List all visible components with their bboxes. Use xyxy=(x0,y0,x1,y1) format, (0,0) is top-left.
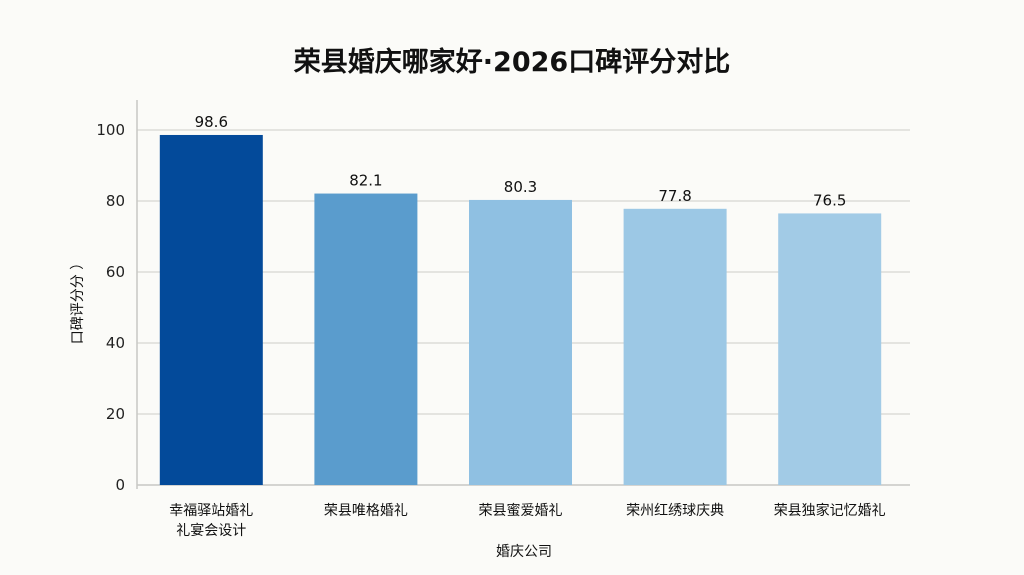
bar xyxy=(778,213,882,486)
y-axis-label: 口碑评分分 ） xyxy=(70,256,86,344)
bar xyxy=(314,193,418,486)
data-label: 77.8 xyxy=(658,187,691,205)
data-label: 80.3 xyxy=(504,178,537,196)
x-category-label: 荣州红绣球庆典 xyxy=(626,503,724,519)
bar xyxy=(469,199,572,485)
y-tick-label: 0 xyxy=(115,476,125,494)
y-tick-label: 100 xyxy=(96,121,125,139)
bars xyxy=(159,134,882,486)
bar xyxy=(623,208,727,485)
y-axis-ticks: 0 20 40 60 80 100 xyxy=(96,121,125,494)
x-category-label: 幸福驿站婚礼 xyxy=(169,503,253,519)
data-labels: 98.6 82.1 80.3 77.8 76.5 xyxy=(195,113,847,209)
chart-title: 荣县婚庆哪家好·2026口碑评分对比 xyxy=(293,47,731,78)
y-tick-label: 60 xyxy=(106,263,125,281)
y-tick-label: 80 xyxy=(106,192,125,210)
x-axis-label: 婚庆公司 xyxy=(496,544,552,560)
x-category-label: 荣县独家记忆婚礼 xyxy=(774,502,886,519)
bar xyxy=(159,134,263,485)
x-category-label: 荣县唯格婚礼 xyxy=(324,503,408,519)
y-tick-label: 40 xyxy=(106,334,125,352)
x-category-label: 荣县蜜爱婚礼 xyxy=(479,503,563,519)
data-label: 98.6 xyxy=(195,113,228,131)
data-label: 82.1 xyxy=(349,172,382,190)
y-tick-label: 20 xyxy=(106,405,125,423)
data-label: 76.5 xyxy=(813,191,846,209)
x-category-label: 礼宴会设计 xyxy=(176,522,246,539)
